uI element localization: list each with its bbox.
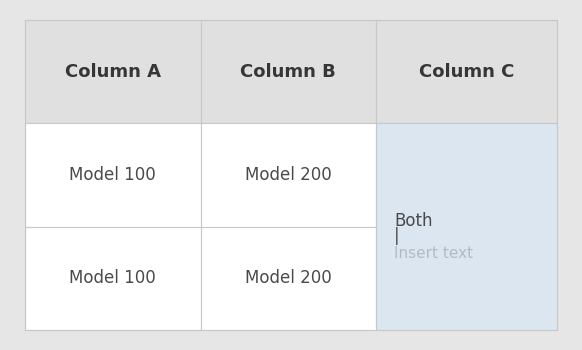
- Bar: [25, 20, 557, 330]
- Text: Model 200: Model 200: [245, 270, 332, 287]
- Bar: [201, 227, 376, 330]
- Text: Model 100: Model 100: [69, 270, 156, 287]
- Text: Both: Both: [394, 212, 432, 230]
- Bar: [25, 227, 201, 330]
- Text: Model 100: Model 100: [69, 166, 156, 184]
- Bar: [376, 20, 557, 123]
- Text: Column A: Column A: [65, 63, 161, 80]
- Text: Column C: Column C: [419, 63, 514, 80]
- Text: Insert text: Insert text: [394, 246, 473, 261]
- Bar: [201, 123, 376, 227]
- Text: Model 200: Model 200: [245, 166, 332, 184]
- Bar: [376, 123, 557, 330]
- Bar: [25, 123, 201, 227]
- Bar: [201, 20, 376, 123]
- Text: |: |: [394, 227, 400, 245]
- Text: Column B: Column B: [240, 63, 336, 80]
- Bar: [25, 20, 201, 123]
